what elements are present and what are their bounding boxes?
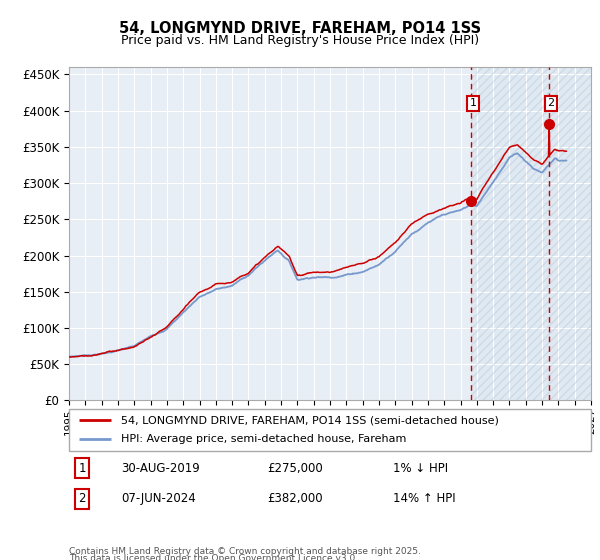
Bar	[472, 67, 591, 400]
Text: 2: 2	[547, 99, 554, 109]
Text: 14% ↑ HPI: 14% ↑ HPI	[392, 492, 455, 505]
Text: 2: 2	[78, 492, 86, 505]
Text: 1% ↓ HPI: 1% ↓ HPI	[392, 461, 448, 475]
Text: This data is licensed under the Open Government Licence v3.0.: This data is licensed under the Open Gov…	[69, 554, 358, 560]
Text: HPI: Average price, semi-detached house, Fareham: HPI: Average price, semi-detached house,…	[121, 435, 407, 445]
Text: Contains HM Land Registry data © Crown copyright and database right 2025.: Contains HM Land Registry data © Crown c…	[69, 547, 421, 556]
Text: 54, LONGMYND DRIVE, FAREHAM, PO14 1SS: 54, LONGMYND DRIVE, FAREHAM, PO14 1SS	[119, 21, 481, 36]
Bar	[472, 67, 591, 400]
Text: 1: 1	[78, 461, 86, 475]
Text: Price paid vs. HM Land Registry's House Price Index (HPI): Price paid vs. HM Land Registry's House …	[121, 34, 479, 46]
Text: £382,000: £382,000	[268, 492, 323, 505]
Text: £275,000: £275,000	[268, 461, 323, 475]
Text: 54, LONGMYND DRIVE, FAREHAM, PO14 1SS (semi-detached house): 54, LONGMYND DRIVE, FAREHAM, PO14 1SS (s…	[121, 415, 499, 425]
Text: 07-JUN-2024: 07-JUN-2024	[121, 492, 196, 505]
Text: 30-AUG-2019: 30-AUG-2019	[121, 461, 200, 475]
Text: 1: 1	[470, 99, 476, 109]
